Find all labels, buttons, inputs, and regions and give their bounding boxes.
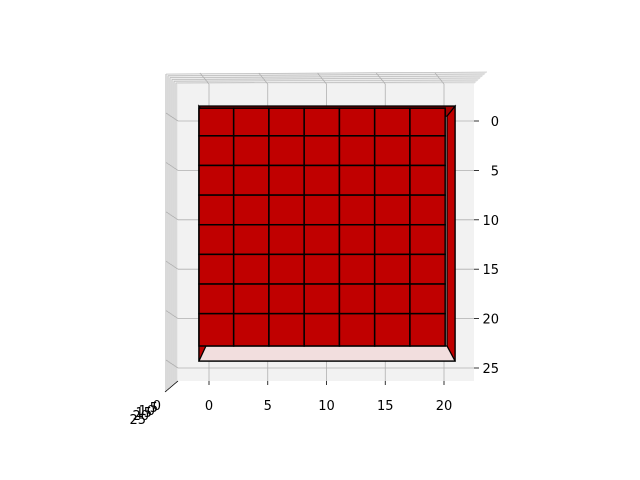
y-grid-left-line [165,211,179,221]
voxel-cell [338,107,376,137]
voxel-cell [338,135,376,167]
voxel-cell [198,194,235,226]
block-bottom-face [198,345,456,362]
voxel-cell [409,194,446,226]
x-tick-label: 15 [377,399,394,414]
x-grid-top-line [317,72,327,85]
voxel-cell [373,164,411,196]
voxel-cell [409,283,446,315]
voxel-cell [303,253,341,285]
voxel-cell [373,253,411,285]
depth-tick-label: 0 [153,399,161,414]
voxel-cell [268,312,305,347]
top-pane-line [167,73,485,77]
voxel-cell [409,223,446,256]
x-axis-ticks: 0 5 10 15 20 [205,381,452,414]
x-tick-label: 5 [264,399,272,414]
voxel-cell [303,283,341,315]
y-grid-left-line [165,310,179,319]
voxel-cell [268,253,305,285]
y-tick-label: 20 [482,313,499,328]
voxel-cell [268,283,305,315]
voxel-cell [198,135,235,167]
voxel-cell [268,194,305,226]
voxel-cell [268,135,305,167]
voxel-cell [338,194,376,226]
y-tick-label: 15 [482,263,499,278]
x-grid-top-line [375,72,386,85]
voxel-cell [232,253,270,285]
voxel-cell [303,312,341,347]
voxel-cell [409,135,446,167]
voxel-cell [338,253,376,285]
voxel-cell [338,223,376,256]
x-grid-top-line [199,72,210,85]
x-tick-label: 10 [318,399,335,414]
voxel-cell [373,135,411,167]
y-tick-label: 0 [491,115,499,130]
top-pane-line [169,75,483,78]
voxel-cell [232,283,270,315]
depth-tick-label: 20 [132,409,149,424]
voxel-cell [303,223,341,256]
voxel-cell [373,312,411,347]
voxel-cell [268,223,305,256]
voxel-cell [198,283,235,315]
x-grid-top-line [434,72,445,85]
voxel-cell [198,312,235,347]
y-axis-ticks: 0 5 10 15 20 25 [474,115,499,377]
voxel-cell [373,107,411,137]
y-tick-label: 10 [482,214,499,229]
y-grid-left-line [165,162,179,171]
voxel-cell [232,223,270,256]
y-grid-left-line [165,112,179,122]
depth-tick-label: 10 [138,404,155,419]
depth-tick-label: 25 [129,413,146,428]
voxel-cell [373,194,411,226]
depth-axis-line [164,380,179,393]
voxel-cell [198,253,235,285]
depth-tick-label: 5 [150,401,158,416]
y-grid-left-line [165,260,179,270]
voxel-cell [409,107,446,137]
voxel-cell [198,164,235,196]
top-pane-line [173,79,478,82]
y-grid-left-line [165,359,179,369]
voxel-cell [338,312,376,347]
x-tick-label: 20 [436,399,453,414]
x-tick-label: 0 [205,399,213,414]
voxel-cell [303,164,341,196]
voxel-cell [409,253,446,285]
y-tick-label: 5 [491,164,499,179]
voxel-cell [303,194,341,226]
voxel-cell [303,135,341,167]
voxel-cell [232,135,270,167]
voxel-cell [198,107,235,137]
voxel-cell [338,283,376,315]
voxel-cell [268,164,305,196]
voxel-cell [232,164,270,196]
y-tick-label: 25 [482,362,499,377]
voxel-cell [338,164,376,196]
voxel-cell [373,283,411,315]
voxel-cell [303,107,341,137]
voxel-cell [232,107,270,137]
voxel-cell [232,194,270,226]
voxel-cell [268,107,305,137]
top-pane-line [165,71,488,75]
voxel-cell [198,223,235,256]
depth-tick-label: 15 [135,406,152,421]
voxel-cell [373,223,411,256]
top-pane-line [171,77,481,80]
voxel-cell [232,312,270,347]
voxel-cell [409,312,446,347]
voxel-cell [409,164,446,196]
block-right-wall [446,104,456,362]
x-grid-top-line [258,72,269,85]
voxel-block [197,104,457,362]
